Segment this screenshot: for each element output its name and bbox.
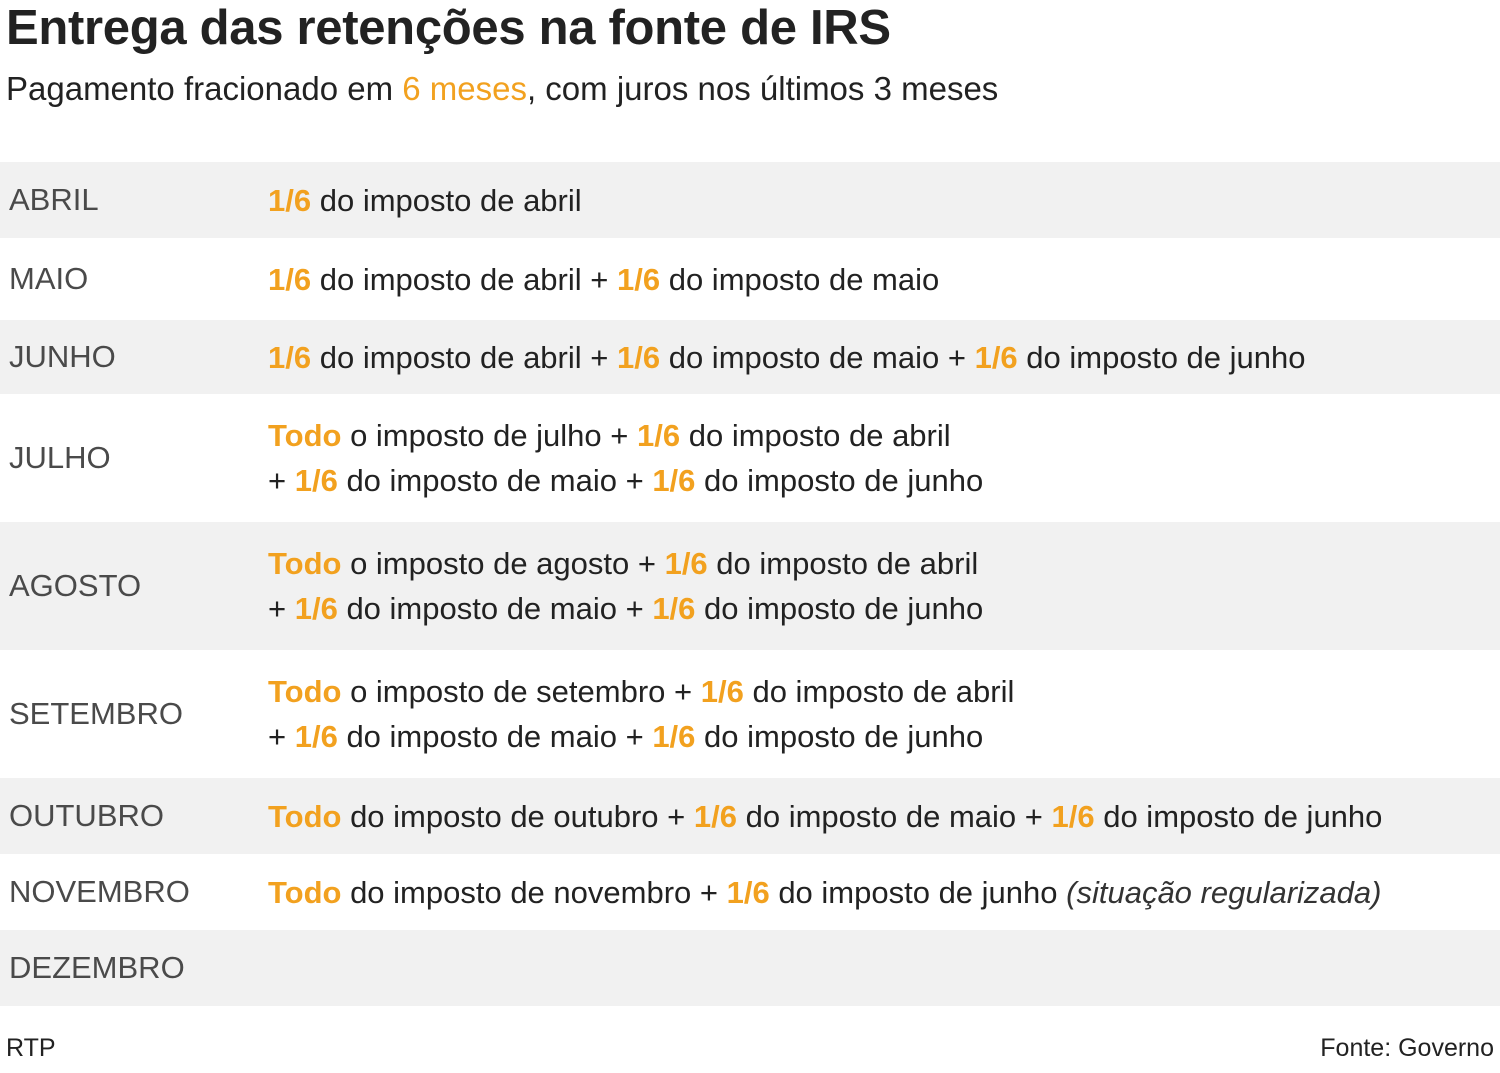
description-text: do imposto de novembro + bbox=[341, 874, 727, 910]
month-label: JUNHO bbox=[9, 339, 116, 374]
payment-description: 1/6 do imposto de abril + 1/6 do imposto… bbox=[268, 335, 1500, 380]
month-label: NOVEMBRO bbox=[9, 874, 190, 909]
subtitle-text-end: , com juros nos últimos 3 meses bbox=[526, 70, 999, 107]
description-text: o imposto de julho + bbox=[341, 418, 637, 453]
payment-description: Todo o imposto de julho + 1/6 do imposto… bbox=[268, 413, 1500, 503]
description-text: do imposto de junho bbox=[1017, 339, 1306, 375]
description-text: do imposto de outubro + bbox=[341, 798, 694, 834]
description-text: do imposto de maio bbox=[660, 261, 940, 297]
highlight-fraction: 1/6 bbox=[294, 719, 338, 754]
subtitle-highlight: 6 meses bbox=[402, 70, 527, 107]
description-text: do imposto de maio + bbox=[737, 798, 1052, 834]
table-row: DEZEMBRO bbox=[0, 930, 1500, 1006]
description-line: + 1/6 do imposto de maio + 1/6 do impost… bbox=[268, 458, 1500, 503]
description-line: Todo o imposto de setembro + 1/6 do impo… bbox=[268, 669, 1500, 714]
footer-credit: RTP bbox=[6, 1034, 56, 1062]
description-text: do imposto de junho bbox=[695, 719, 984, 754]
description-line: Todo o imposto de agosto + 1/6 do impost… bbox=[268, 541, 1500, 586]
payment-description: 1/6 do imposto de abril bbox=[268, 178, 1500, 223]
description-text: do imposto de abril + bbox=[311, 261, 617, 297]
subtitle: Pagamento fracionado em 6 meses, com jur… bbox=[6, 70, 998, 108]
month-label: SETEMBRO bbox=[9, 696, 183, 731]
month-label: DEZEMBRO bbox=[9, 950, 185, 985]
description-line: Todo do imposto de novembro + 1/6 do imp… bbox=[268, 870, 1500, 915]
page-title: Entrega das retenções na fonte de IRS bbox=[6, 1, 891, 55]
highlight-fraction: 1/6 bbox=[664, 546, 708, 581]
payment-description: Todo o imposto de setembro + 1/6 do impo… bbox=[268, 669, 1500, 759]
schedule-table: ABRIL 1/6 do imposto de abril MAIO 1/6 do i… bbox=[0, 162, 1500, 1006]
highlight-fraction: 1/6 bbox=[616, 261, 661, 297]
subtitle-text-start: Pagamento fracionado em bbox=[6, 70, 403, 107]
table-row: OUTUBRO Todo do imposto de outubro + 1/6 … bbox=[0, 778, 1500, 854]
description-text: o imposto de agosto + bbox=[341, 546, 665, 581]
description-text: do imposto de maio + bbox=[337, 463, 653, 498]
description-text: do imposto de junho bbox=[769, 874, 1067, 910]
payment-description: Todo o imposto de agosto + 1/6 do impost… bbox=[268, 541, 1500, 631]
description-line: + 1/6 do imposto de maio + 1/6 do impost… bbox=[268, 714, 1500, 759]
description-text: do imposto de abril bbox=[680, 418, 951, 453]
highlight-fraction: 1/6 bbox=[974, 339, 1018, 375]
description-text: do imposto de abril bbox=[743, 674, 1015, 709]
highlight-fraction: 1/6 bbox=[616, 339, 661, 375]
description-text: do imposto de abril bbox=[311, 182, 582, 218]
month-label: MAIO bbox=[9, 261, 89, 296]
payment-description: Todo do imposto de novembro + 1/6 do imp… bbox=[268, 870, 1500, 915]
payment-description: Todo do imposto de outubro + 1/6 do impo… bbox=[268, 794, 1500, 839]
description-line: 1/6 do imposto de abril bbox=[268, 178, 1500, 223]
description-text: + bbox=[268, 591, 295, 626]
highlight-fraction: Todo bbox=[268, 674, 342, 709]
description-text: do imposto de maio + bbox=[660, 339, 975, 375]
highlight-fraction: 1/6 bbox=[294, 591, 338, 626]
table-row: MAIO 1/6 do imposto de abril + 1/6 do imp… bbox=[0, 238, 1500, 320]
description-line: Todo do imposto de outubro + 1/6 do impo… bbox=[268, 794, 1500, 839]
description-line: + 1/6 do imposto de maio + 1/6 do impost… bbox=[268, 586, 1500, 631]
highlight-fraction: 1/6 bbox=[268, 339, 312, 375]
payment-description: 1/6 do imposto de abril + 1/6 do imposto… bbox=[268, 257, 1500, 302]
description-text: do imposto de junho bbox=[695, 463, 984, 498]
table-row: AGOSTO Todo o imposto de agosto + 1/6 do … bbox=[0, 522, 1500, 650]
highlight-fraction: Todo bbox=[268, 874, 342, 910]
description-text: do imposto de junho bbox=[1094, 798, 1383, 834]
description-text: do imposto de junho bbox=[695, 591, 984, 626]
description-text: do imposto de maio + bbox=[337, 591, 653, 626]
highlight-fraction: 1/6 bbox=[652, 463, 696, 498]
table-row: JUNHO 1/6 do imposto de abril + 1/6 do im… bbox=[0, 320, 1500, 394]
highlight-fraction: 1/6 bbox=[693, 798, 737, 834]
description-text: do imposto de abril bbox=[707, 546, 979, 581]
description-text: do imposto de maio + bbox=[337, 719, 653, 754]
footer-source: Fonte: Governo bbox=[1320, 1034, 1494, 1062]
highlight-fraction: Todo bbox=[268, 418, 342, 453]
highlight-fraction: 1/6 bbox=[652, 591, 696, 626]
month-label: AGOSTO bbox=[9, 568, 142, 603]
highlight-fraction: 1/6 bbox=[268, 182, 312, 218]
highlight-fraction: 1/6 bbox=[294, 463, 338, 498]
description-line: 1/6 do imposto de abril + 1/6 do imposto… bbox=[268, 257, 1500, 302]
highlight-fraction: 1/6 bbox=[1051, 798, 1095, 834]
description-text: o imposto de setembro + bbox=[341, 674, 701, 709]
description-text: + bbox=[268, 719, 295, 754]
table-row: SETEMBRO Todo o imposto de setembro + 1/6… bbox=[0, 650, 1500, 778]
highlight-fraction: 1/6 bbox=[268, 261, 312, 297]
highlight-fraction: Todo bbox=[268, 798, 342, 834]
table-row: NOVEMBRO Todo do imposto de novembro + 1/… bbox=[0, 854, 1500, 930]
description-line: 1/6 do imposto de abril + 1/6 do imposto… bbox=[268, 335, 1500, 380]
highlight-fraction: 1/6 bbox=[637, 418, 681, 453]
highlight-fraction: 1/6 bbox=[652, 719, 696, 754]
highlight-fraction: Todo bbox=[268, 546, 342, 581]
description-text: do imposto de abril + bbox=[311, 339, 617, 375]
table-row: ABRIL 1/6 do imposto de abril bbox=[0, 162, 1500, 238]
month-label: ABRIL bbox=[9, 182, 99, 217]
highlight-fraction: 1/6 bbox=[726, 874, 770, 910]
table-row: JULHO Todo o imposto de julho + 1/6 do im… bbox=[0, 394, 1500, 522]
month-label: OUTUBRO bbox=[9, 798, 164, 833]
description-text: + bbox=[268, 463, 295, 498]
highlight-fraction: 1/6 bbox=[700, 674, 744, 709]
month-label: JULHO bbox=[9, 440, 111, 475]
description-line: Todo o imposto de julho + 1/6 do imposto… bbox=[268, 413, 1500, 458]
note-text: (situação regularizada) bbox=[1066, 874, 1382, 910]
